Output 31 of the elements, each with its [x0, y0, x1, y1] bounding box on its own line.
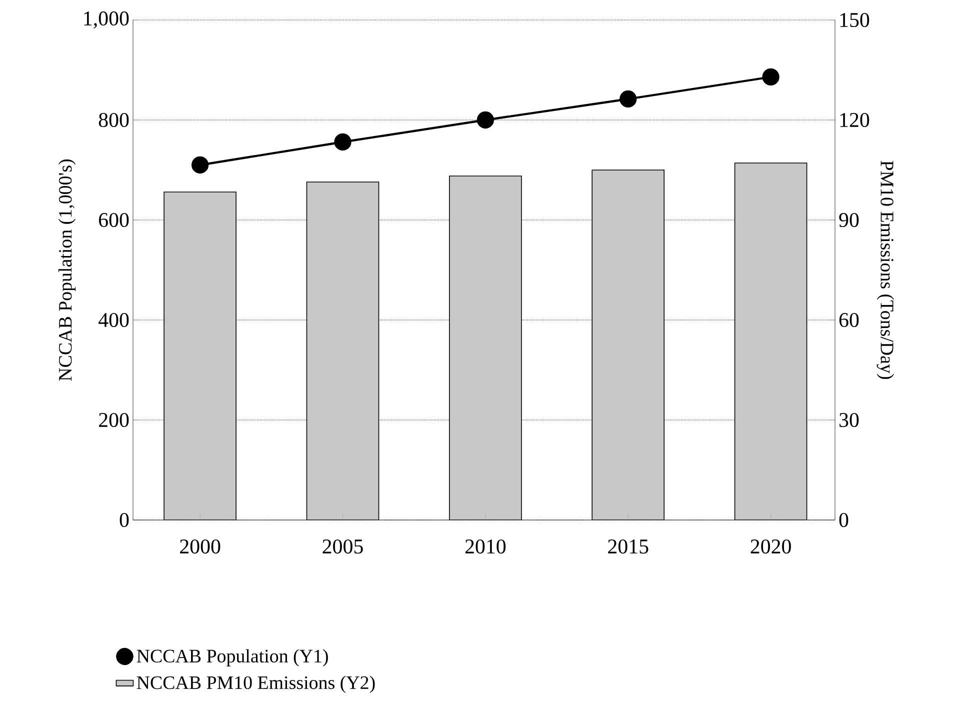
bar: [734, 162, 808, 520]
x-tick-label: 2005: [322, 539, 363, 554]
x-tick-label: 2015: [608, 539, 648, 554]
y-tick-label: 200: [99, 412, 129, 428]
x-tick-label: 2000: [180, 539, 220, 554]
point: [191, 156, 209, 174]
bar: [306, 182, 380, 520]
legend-label: NCCAB PM10 Emissions (Y2): [136, 676, 375, 693]
y2-tick-label: 90: [839, 212, 859, 228]
y-tick-label: 1,000: [84, 11, 129, 29]
point: [476, 111, 494, 129]
y-tick-label: 0: [120, 512, 129, 528]
y2-axis-title: PM10 Emissions (Tons/Day): [876, 160, 894, 379]
point: [620, 90, 637, 108]
x-tick-label: 2020: [750, 539, 791, 554]
bar: [164, 192, 236, 520]
y-tick-label: 600: [99, 212, 129, 228]
point: [334, 133, 352, 151]
y2-tick-label: 0: [839, 512, 848, 528]
x-tick-label: 2010: [465, 539, 506, 554]
y2-tick-label: 60: [839, 312, 859, 328]
y2-tick-label: 120: [840, 112, 870, 128]
y-tick-label: 400: [98, 312, 129, 328]
legend-label: NCCAB Population (Y1): [136, 649, 328, 666]
y2-tick-label: 150: [840, 12, 870, 28]
y-tick-label: 800: [98, 112, 129, 128]
bar: [592, 170, 665, 520]
y2-tick-label: 30: [840, 412, 859, 428]
y-axis-title: NCCAB Population (1,000's): [58, 160, 76, 381]
bar: [449, 176, 522, 520]
point: [762, 68, 780, 86]
